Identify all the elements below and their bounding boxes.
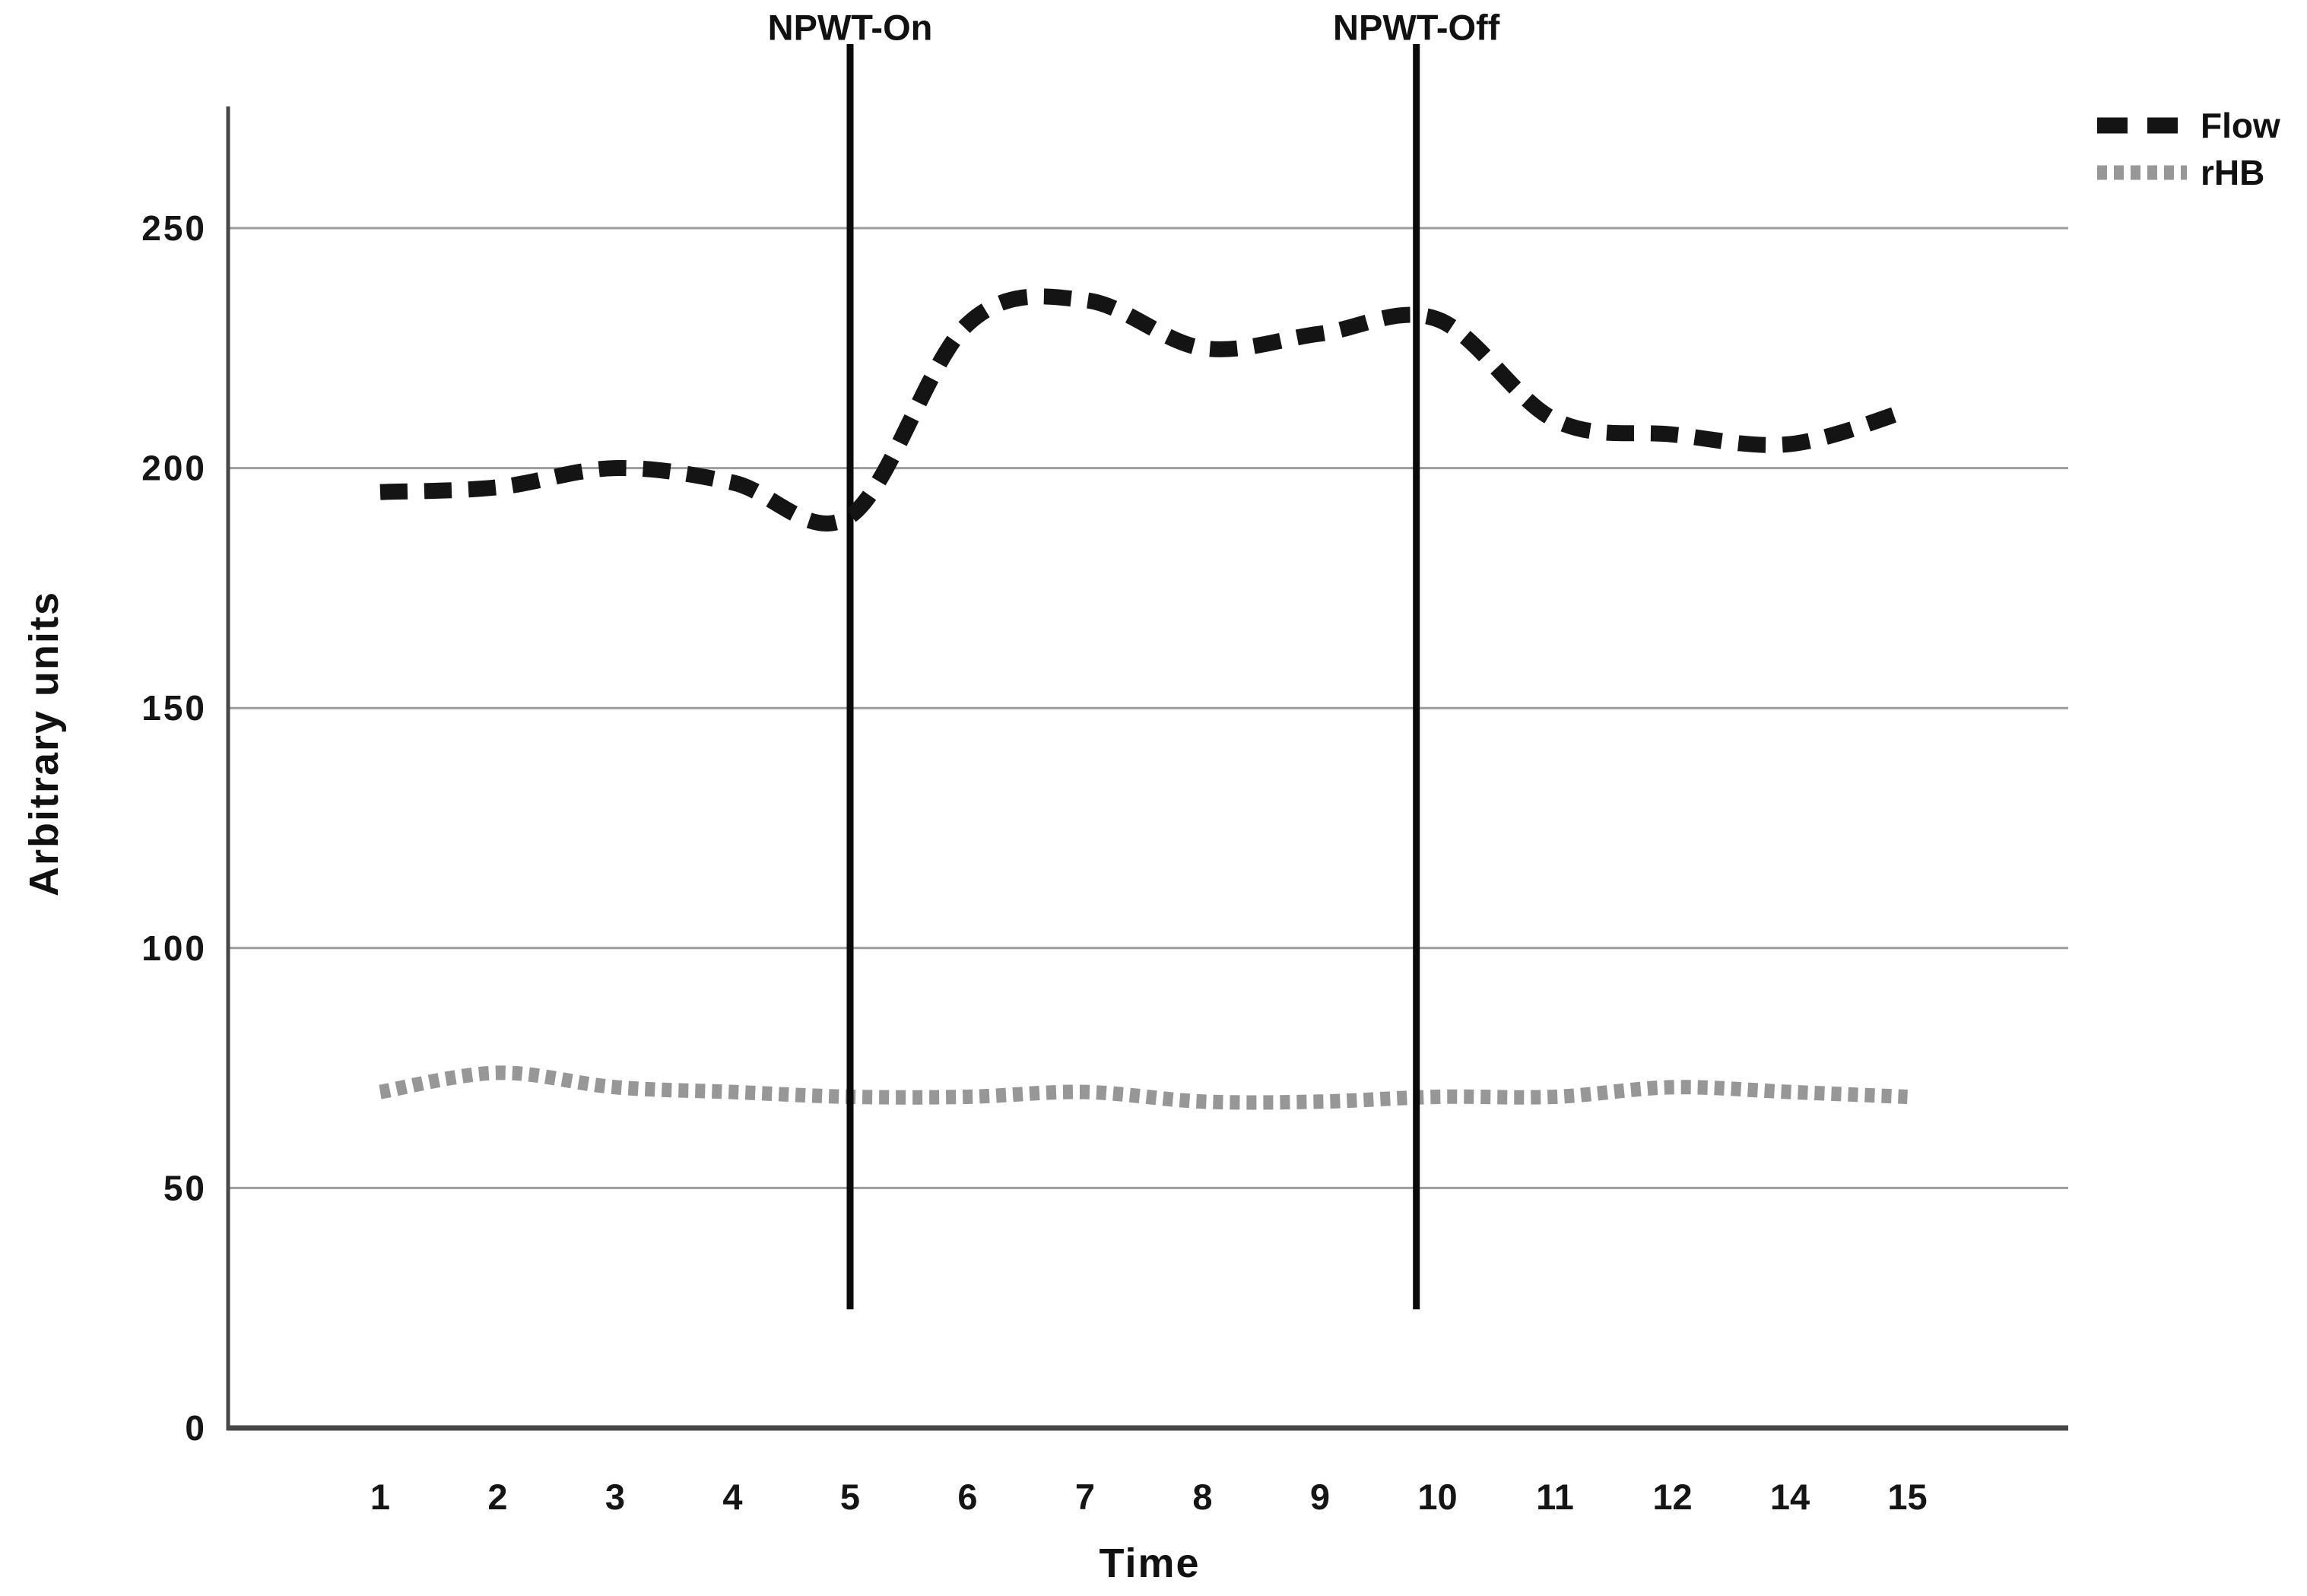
legend-row-rhb: rHB <box>2097 155 2280 190</box>
y-axis-title: Arbitrary units <box>21 590 67 897</box>
x-axis-title: Time <box>1099 1540 1201 1586</box>
legend: Flow rHB <box>2097 108 2280 190</box>
legend-row-flow: Flow <box>2097 108 2280 143</box>
x-tick-label-3: 3 <box>605 1477 625 1517</box>
y-tick-label-100: 100 <box>141 928 207 968</box>
x-tick-label-5: 5 <box>840 1477 860 1517</box>
y-tick-label-0: 0 <box>185 1408 207 1448</box>
x-tick-label-7: 7 <box>1075 1477 1095 1517</box>
x-tick-label-10: 10 <box>1417 1477 1457 1517</box>
legend-label-flow: Flow <box>2201 106 2280 145</box>
x-tick-label-9: 9 <box>1310 1477 1330 1517</box>
y-tick-label-150: 150 <box>141 688 207 728</box>
y-tick-label-50: 50 <box>163 1168 207 1207</box>
x-tick-label-12: 12 <box>1652 1477 1692 1517</box>
x-tick-label-14: 14 <box>1770 1477 1810 1517</box>
x-tick-label-2: 2 <box>487 1477 507 1517</box>
x-tick-label-1: 1 <box>370 1477 390 1517</box>
y-tick-label-250: 250 <box>141 208 207 248</box>
x-tick-label-4: 4 <box>722 1477 742 1517</box>
y-tick-label-200: 200 <box>141 449 207 488</box>
legend-label-rhb: rHB <box>2201 153 2265 192</box>
x-tick-label-8: 8 <box>1192 1477 1212 1517</box>
flow-dashed-line-swatch <box>2097 117 2187 134</box>
x-tick-label-6: 6 <box>957 1477 977 1517</box>
rhb-dotted-line-swatch <box>2097 165 2187 180</box>
npwt-off-label: NPWT-Off <box>1333 7 1500 48</box>
x-tick-label-11: 11 <box>1536 1477 1574 1517</box>
npwt-on-label: NPWT-On <box>767 7 933 48</box>
flow-series-line <box>379 288 1910 531</box>
x-tick-label-15: 15 <box>1887 1477 1927 1517</box>
rhb-series-line <box>379 1065 1908 1110</box>
